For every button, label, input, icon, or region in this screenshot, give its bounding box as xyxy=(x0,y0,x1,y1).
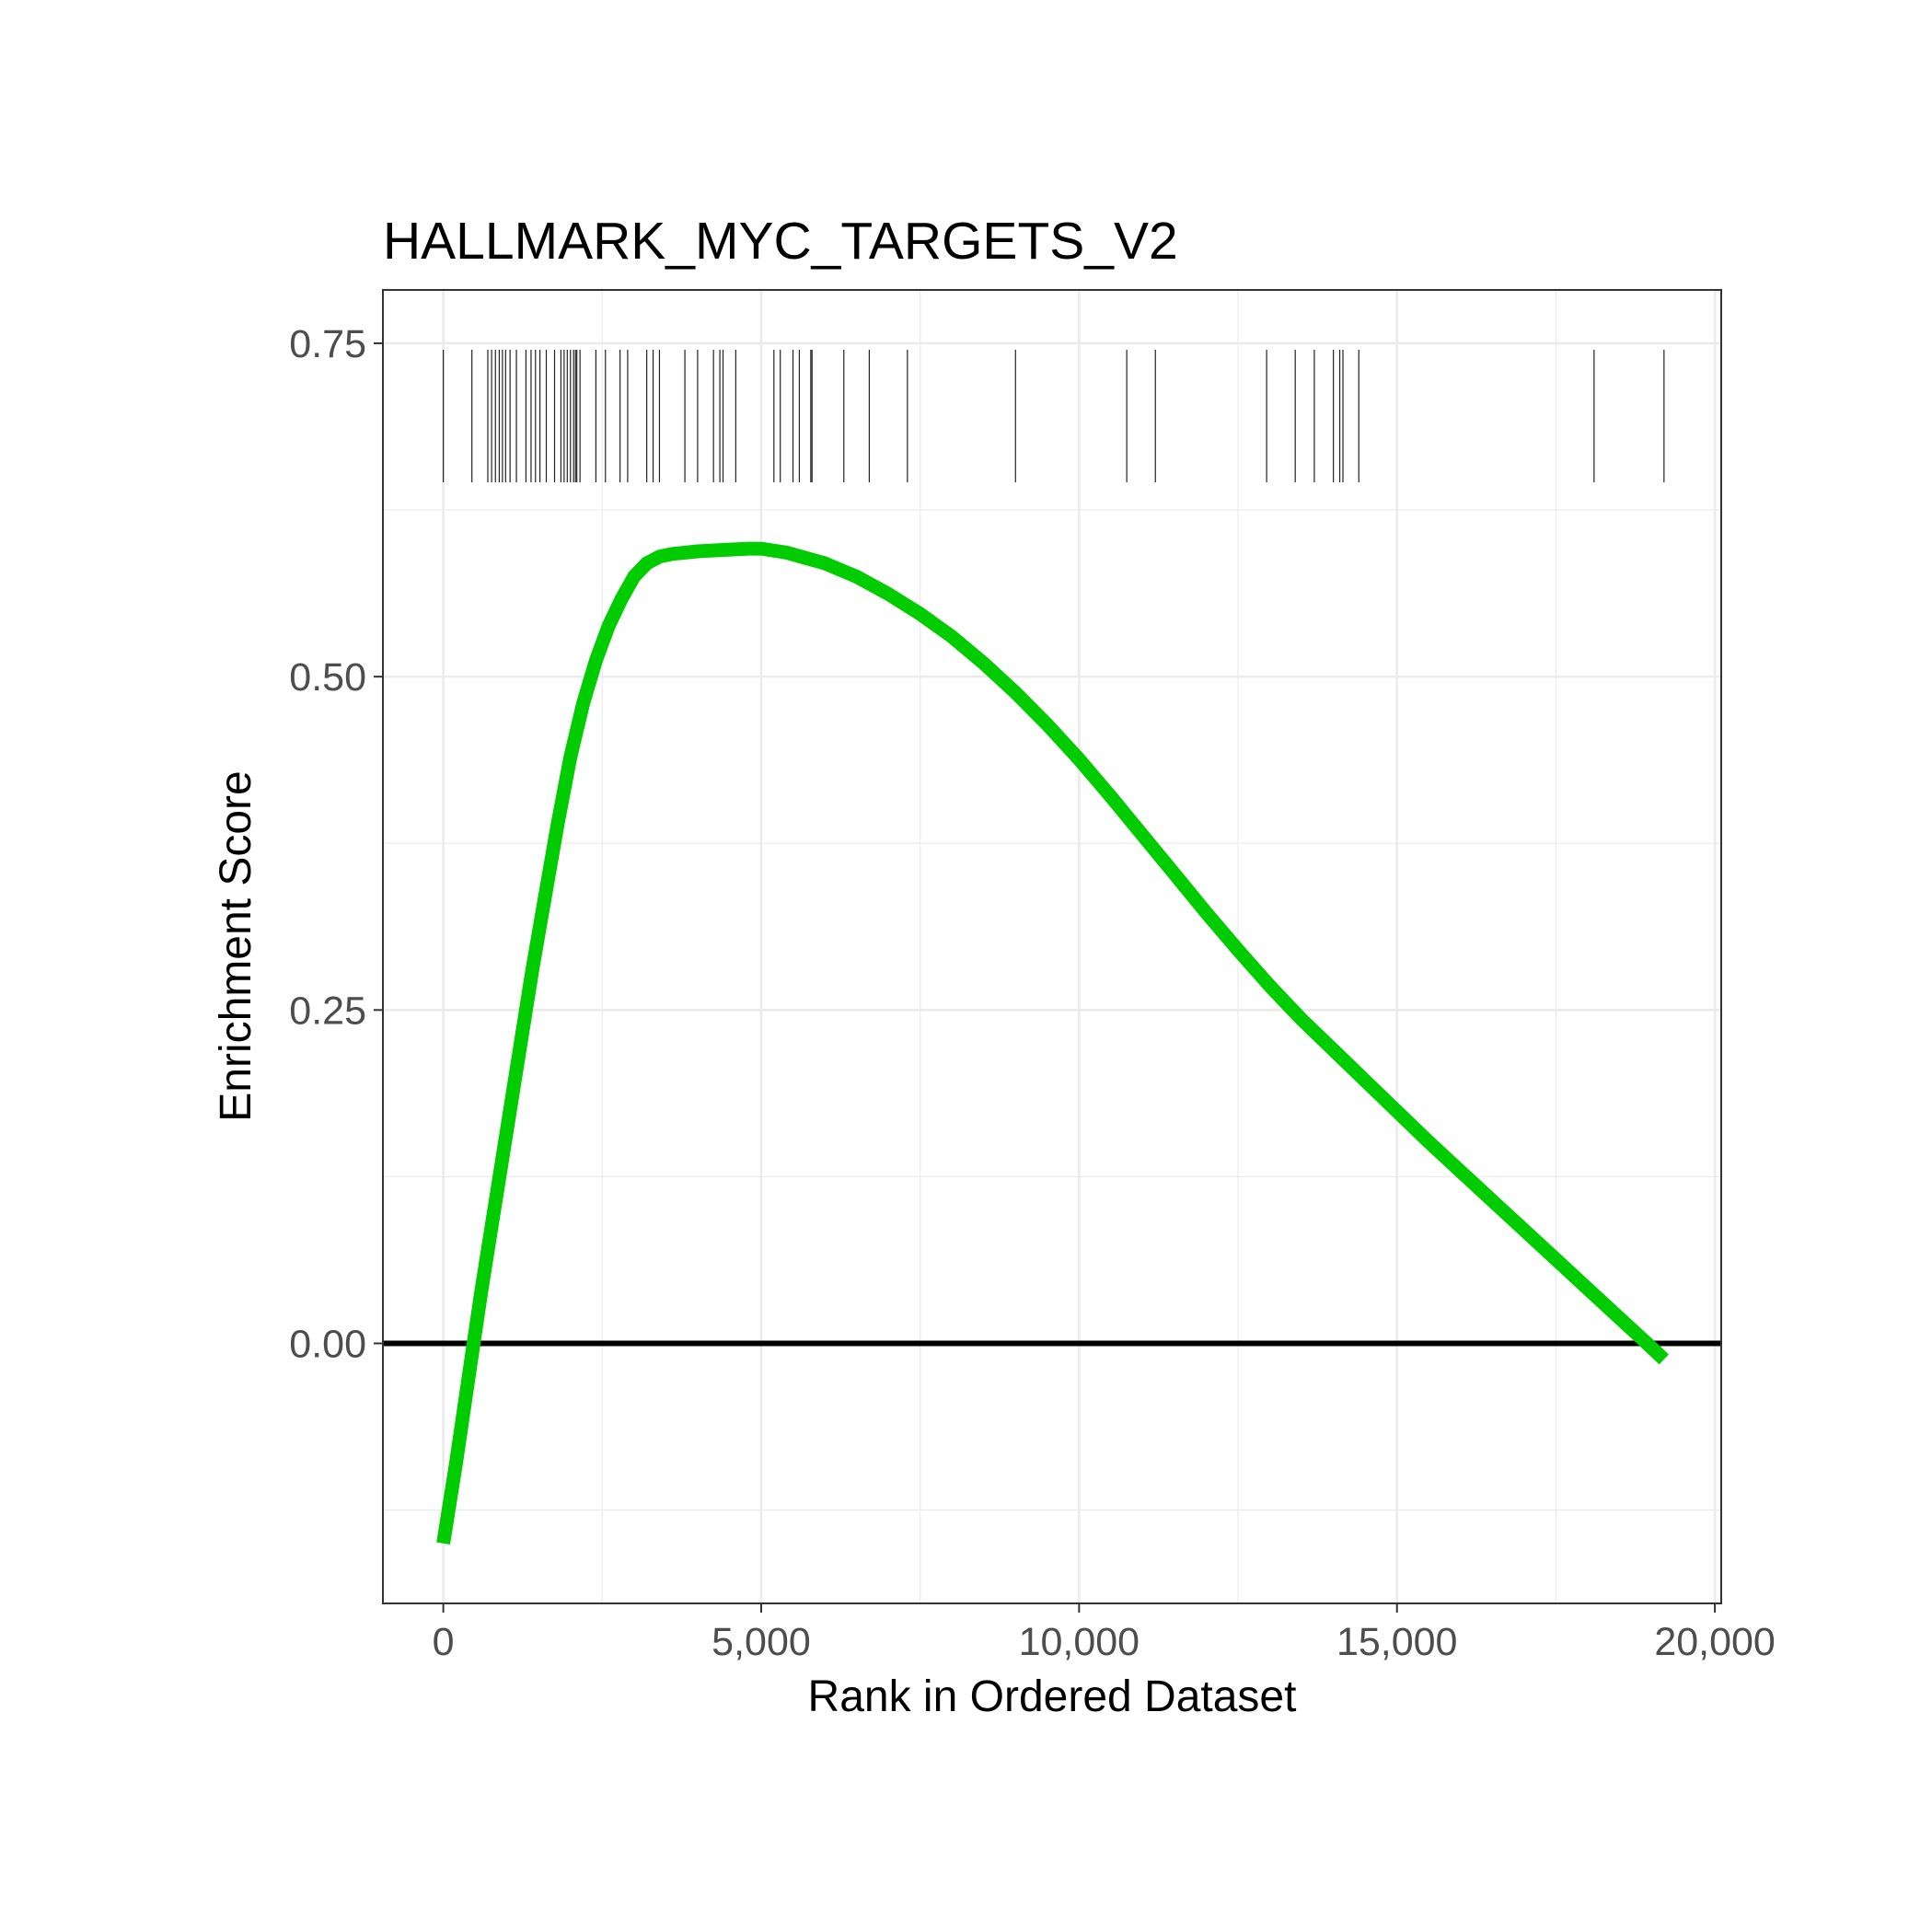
x-tick-label: 0 xyxy=(433,1620,455,1664)
x-axis: 0 5,000 10,000 15,000 20,000 xyxy=(433,1603,1776,1664)
plot-panel xyxy=(382,289,1722,1604)
y-tick-label: 0.50 xyxy=(289,655,366,700)
chart-title: HALLMARK_MYC_TARGETS_V2 xyxy=(383,212,1178,271)
x-tick-label: 15,000 xyxy=(1336,1620,1458,1664)
x-tick-label: 5,000 xyxy=(711,1620,811,1664)
y-tick-label: 0.00 xyxy=(289,1322,366,1366)
gene-hit-ticks xyxy=(443,350,1665,482)
enrichment-score-line xyxy=(436,541,1669,1544)
y-axis: 0.00 0.25 0.50 0.75 xyxy=(289,322,383,1366)
y-axis-label: Enrichment Score xyxy=(212,770,260,1122)
x-axis-label: Rank in Ordered Dataset xyxy=(808,1672,1297,1721)
y-tick-label: 0.75 xyxy=(289,322,366,366)
plot-background xyxy=(383,290,1721,1603)
x-tick-label: 20,000 xyxy=(1654,1620,1776,1664)
y-tick-label: 0.25 xyxy=(289,989,366,1033)
plot-border xyxy=(382,289,1722,1604)
x-tick-label: 10,000 xyxy=(1019,1620,1140,1664)
enrichment-line-layer xyxy=(383,541,1721,1544)
